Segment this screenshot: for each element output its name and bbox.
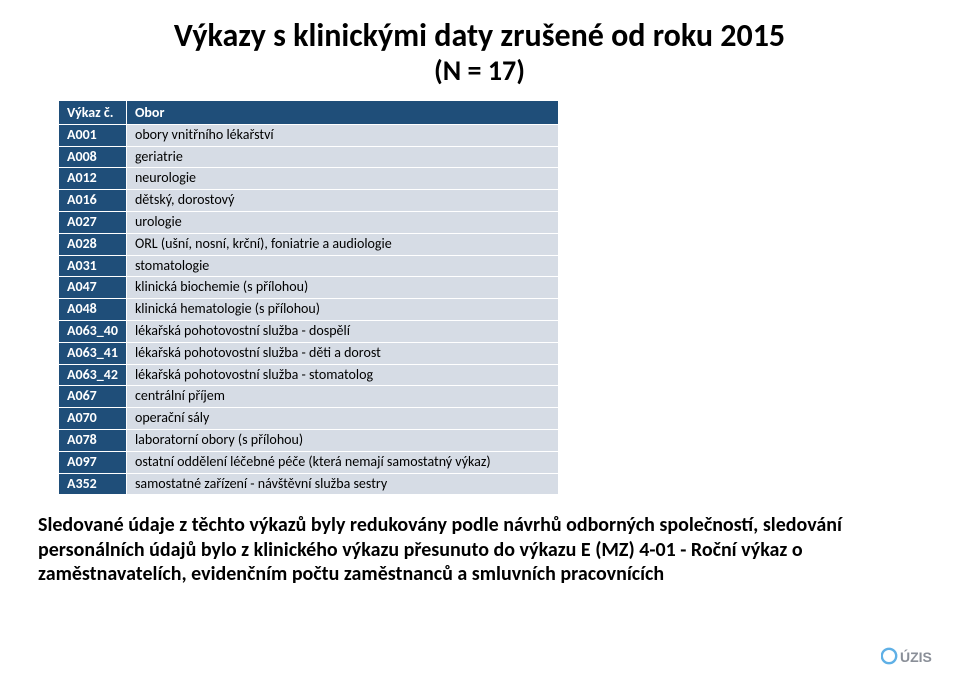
vykazy-table: Výkaz č. Obor A001obory vnitřního lékařs… <box>58 100 559 496</box>
cell-code: A047 <box>59 277 127 299</box>
cell-obor: neurologie <box>126 168 558 190</box>
cell-obor: lékařská pohotovostní služba - děti a do… <box>126 342 558 364</box>
table-row: A028ORL (ušní, nosní, krční), foniatrie … <box>59 233 559 255</box>
cell-code: A001 <box>59 124 127 146</box>
cell-code: A063_40 <box>59 320 127 342</box>
cell-obor: samostatné zařízení - návštěvní služba s… <box>126 473 558 495</box>
table-row: A070operační sály <box>59 408 559 430</box>
table-row: A008geriatrie <box>59 146 559 168</box>
cell-obor: dětský, dorostový <box>126 190 558 212</box>
body-paragraph: Sledované údaje z těchto výkazů byly red… <box>38 513 921 586</box>
cell-obor: lékařská pohotovostní služba - stomatolo… <box>126 364 558 386</box>
table-row: A063_41lékařská pohotovostní služba - dě… <box>59 342 559 364</box>
uzis-logo: ÚZIS <box>881 643 935 674</box>
logo-text: ÚZIS <box>900 648 932 665</box>
cell-code: A078 <box>59 429 127 451</box>
cell-obor: lékařská pohotovostní služba - dospělí <box>126 320 558 342</box>
cell-code: A008 <box>59 146 127 168</box>
table-row: A001obory vnitřního lékařství <box>59 124 559 146</box>
page-subtitle: (N = 17) <box>38 53 921 88</box>
cell-obor: ORL (ušní, nosní, krční), foniatrie a au… <box>126 233 558 255</box>
cell-code: A067 <box>59 386 127 408</box>
cell-obor: stomatologie <box>126 255 558 277</box>
cell-code: A012 <box>59 168 127 190</box>
table-row: A067centrální příjem <box>59 386 559 408</box>
cell-obor: klinická hematologie (s přílohou) <box>126 299 558 321</box>
cell-code: A097 <box>59 451 127 473</box>
cell-obor: laboratorní obory (s přílohou) <box>126 429 558 451</box>
table-row: A078laboratorní obory (s přílohou) <box>59 429 559 451</box>
cell-code: A027 <box>59 211 127 233</box>
cell-obor: urologie <box>126 211 558 233</box>
col-header-obor: Obor <box>126 100 558 124</box>
cell-code: A031 <box>59 255 127 277</box>
page-title: Výkazy s klinickými daty zrušené od roku… <box>38 18 921 55</box>
cell-code: A352 <box>59 473 127 495</box>
cell-code: A048 <box>59 299 127 321</box>
table-row: A047klinická biochemie (s přílohou) <box>59 277 559 299</box>
table-header-row: Výkaz č. Obor <box>59 100 559 124</box>
table-row: A031stomatologie <box>59 255 559 277</box>
table-row: A012neurologie <box>59 168 559 190</box>
table-row: A097ostatní oddělení léčebné péče (která… <box>59 451 559 473</box>
cell-code: A063_41 <box>59 342 127 364</box>
table-row: A352samostatné zařízení - návštěvní služ… <box>59 473 559 495</box>
cell-code: A028 <box>59 233 127 255</box>
cell-obor: klinická biochemie (s přílohou) <box>126 277 558 299</box>
cell-code: A070 <box>59 408 127 430</box>
table-row: A016dětský, dorostový <box>59 190 559 212</box>
cell-obor: geriatrie <box>126 146 558 168</box>
cell-obor: ostatní oddělení léčebné péče (která nem… <box>126 451 558 473</box>
cell-obor: obory vnitřního lékařství <box>126 124 558 146</box>
table-row: A063_42lékařská pohotovostní služba - st… <box>59 364 559 386</box>
table-row: A063_40lékařská pohotovostní služba - do… <box>59 320 559 342</box>
cell-obor: centrální příjem <box>126 386 558 408</box>
cell-obor: operační sály <box>126 408 558 430</box>
table-row: A027urologie <box>59 211 559 233</box>
cell-code: A063_42 <box>59 364 127 386</box>
cell-code: A016 <box>59 190 127 212</box>
table-row: A048klinická hematologie (s přílohou) <box>59 299 559 321</box>
col-header-code: Výkaz č. <box>59 100 127 124</box>
